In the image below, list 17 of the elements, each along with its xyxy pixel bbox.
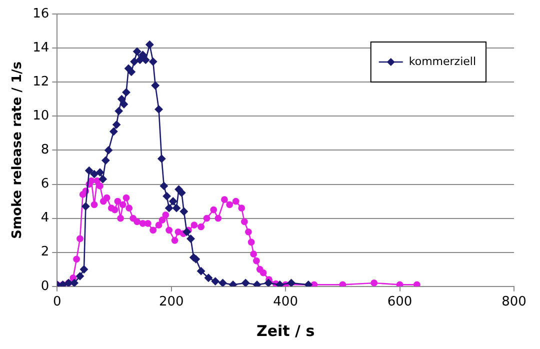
y-tick-label: 16 xyxy=(32,6,50,22)
y-tick-label: 4 xyxy=(40,210,50,226)
x-tick-label: 800 xyxy=(502,294,526,310)
y-tick-label: 8 xyxy=(40,142,50,158)
y-tick-label: 10 xyxy=(32,108,50,124)
x-tick-label: 600 xyxy=(387,294,412,310)
y-axis-title: Smoke release rate / 1/s xyxy=(10,61,26,239)
y-tick-label: 2 xyxy=(40,244,50,260)
x-tick-label: 200 xyxy=(158,294,184,310)
x-tick-label: 400 xyxy=(273,294,298,310)
x-tick-label: 0 xyxy=(53,294,62,310)
x-axis-title: Zeit / s xyxy=(256,322,315,340)
y-tick-label: 6 xyxy=(40,176,50,192)
y-tick-label: 12 xyxy=(32,74,50,90)
legend-label: kommerziell xyxy=(408,54,476,68)
y-tick-label: 0 xyxy=(40,278,50,294)
y-tick-label: 14 xyxy=(32,40,50,56)
